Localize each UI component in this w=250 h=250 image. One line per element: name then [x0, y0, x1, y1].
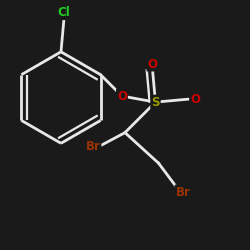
- Text: Br: Br: [176, 186, 190, 198]
- Text: Br: Br: [86, 140, 100, 153]
- Text: S: S: [151, 96, 160, 109]
- Text: O: O: [190, 92, 200, 106]
- Text: O: O: [148, 58, 158, 70]
- Text: O: O: [117, 90, 127, 102]
- Text: Cl: Cl: [58, 6, 70, 19]
